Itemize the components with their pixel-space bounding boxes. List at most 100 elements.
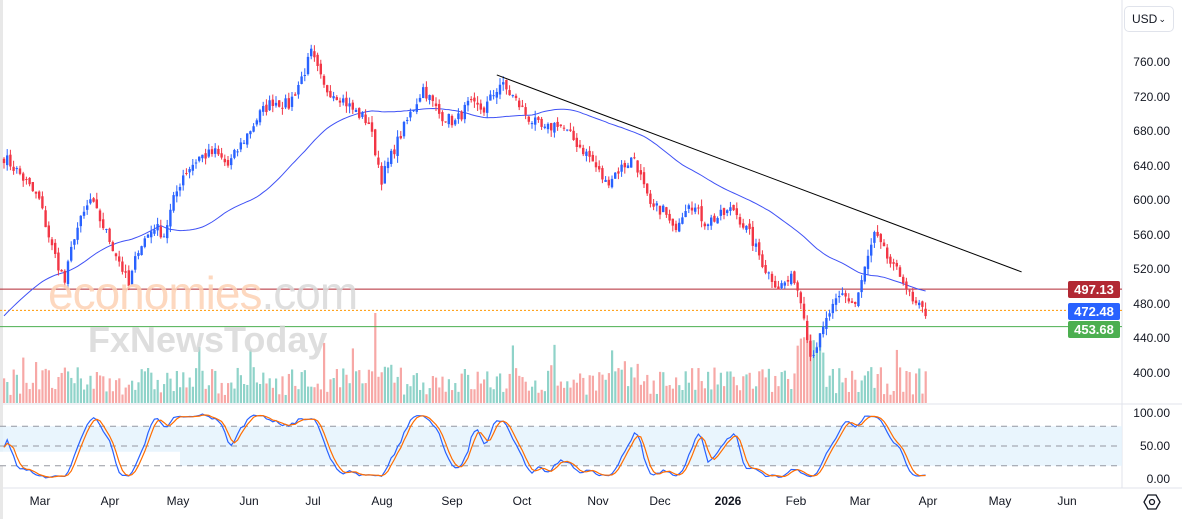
volume-bar [326, 391, 329, 403]
candle-body [66, 261, 70, 284]
volume-bar [25, 382, 28, 403]
watermark-com-text: .com [261, 267, 358, 319]
time-axis-label: Sep [441, 494, 463, 508]
volume-bar [732, 376, 735, 403]
candle-body [521, 105, 524, 107]
candle-body [34, 191, 38, 194]
volume-bar [505, 388, 508, 403]
currency-select[interactable]: USD ⌄ [1124, 6, 1174, 32]
volume-bar [598, 372, 601, 403]
candle-body [620, 164, 623, 172]
candle-body [98, 210, 102, 222]
volume-bar [614, 371, 617, 403]
candle-body [329, 90, 332, 98]
volume-bar [227, 383, 230, 403]
volume-bar [758, 371, 761, 403]
volume-bar [35, 362, 38, 403]
volume-bar [345, 374, 348, 403]
volume-bar [297, 389, 300, 403]
volume-bar [844, 377, 847, 403]
candle-body [114, 253, 118, 257]
time-axis-label: May [988, 494, 1012, 508]
volume-bar [511, 345, 514, 403]
volume-bar [70, 377, 73, 403]
volume-bar [99, 375, 102, 403]
candle-body [422, 87, 425, 99]
candle-body [153, 229, 156, 234]
volume-bar [105, 391, 108, 403]
candle-body [668, 213, 671, 221]
candle-body [28, 177, 31, 185]
volume-bar [153, 389, 156, 403]
candle-body [812, 354, 815, 356]
volume-bar [764, 377, 767, 403]
price-axis-label: 720.00 [1133, 90, 1170, 104]
volume-bar [131, 380, 134, 403]
candle-body [617, 171, 620, 174]
volume-bar [863, 375, 866, 403]
candle-body [111, 242, 114, 252]
candle-body [44, 210, 47, 228]
stochastic-k-line [3, 413, 926, 479]
candle-body [281, 107, 284, 109]
volume-bar [252, 367, 255, 403]
candle-body [591, 154, 594, 162]
volume-bar [380, 372, 383, 403]
volume-bar [431, 376, 434, 403]
candle-body [140, 246, 143, 256]
candle-body [866, 255, 870, 269]
candle-body [588, 150, 591, 157]
price-axis-label: 680.00 [1133, 124, 1170, 138]
volume-bar [739, 390, 742, 403]
candle-body [438, 104, 441, 114]
settings-icon[interactable] [1143, 493, 1161, 511]
volume-bar [681, 389, 684, 403]
volume-bar [102, 376, 105, 403]
volume-bar [329, 379, 332, 403]
candle-body [262, 106, 265, 112]
candle-body [655, 203, 658, 206]
price-axis-label: 640.00 [1133, 159, 1170, 173]
volume-bar [271, 387, 274, 403]
candle-body [774, 280, 777, 288]
candle-body [559, 124, 562, 126]
candle-body [783, 282, 786, 286]
volume-bar [831, 368, 834, 403]
candle-body [530, 123, 534, 125]
candle-body [834, 298, 838, 305]
volume-bar [76, 367, 79, 403]
volume-bar [835, 393, 838, 403]
volume-bar [915, 373, 918, 403]
stochastic-d-line [3, 414, 926, 478]
candle-body [646, 183, 649, 194]
candle-body [271, 99, 274, 106]
candle-body [60, 269, 63, 272]
volume-bar [735, 385, 738, 403]
volume-bar [124, 387, 127, 403]
volume-bar [825, 386, 828, 403]
candle-body [850, 301, 854, 303]
candle-body [674, 223, 678, 231]
candle-body [54, 242, 57, 254]
candle-body [751, 226, 754, 246]
candle-body [681, 217, 684, 224]
candle-body [585, 151, 588, 156]
volume-bar [847, 391, 850, 403]
candle-body [239, 142, 242, 150]
volume-bar [691, 368, 694, 403]
volume-bar [703, 388, 706, 403]
volume-bar [655, 393, 658, 403]
volume-bar [371, 371, 374, 403]
volume-bar [342, 368, 345, 403]
candle-body [322, 75, 326, 85]
candle-body [614, 172, 617, 179]
volume-bar [630, 367, 633, 403]
candle-body [418, 97, 422, 102]
volume-bar [377, 376, 380, 403]
candle-body [150, 231, 153, 238]
candle-body [428, 95, 431, 101]
volume-bar [860, 380, 863, 403]
candle-body [92, 198, 95, 202]
volume-bar [783, 370, 786, 403]
